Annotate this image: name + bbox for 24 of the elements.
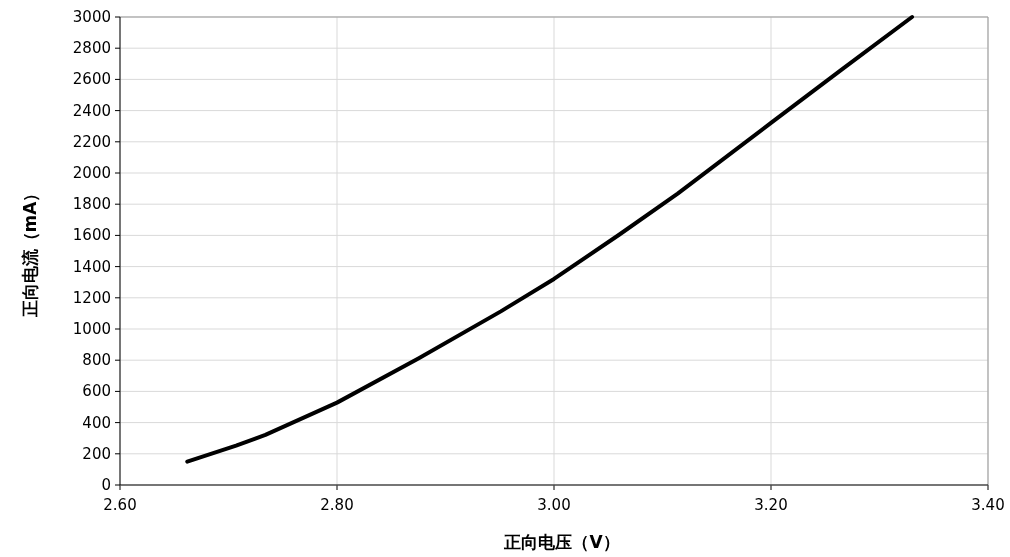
- y-tick-label: 1400: [72, 257, 111, 276]
- y-tick-label: 2000: [72, 164, 111, 182]
- x-tick-label: 3.40: [971, 496, 1005, 514]
- y-axis-title: 正向电流（mA）: [20, 184, 40, 319]
- x-axis-title: 正向电压（V）: [503, 532, 620, 552]
- y-tick-label: 600: [82, 382, 111, 401]
- x-tick-label: 3.00: [537, 496, 571, 514]
- y-tick-label: 1800: [72, 195, 111, 214]
- y-tick-label: 2800: [72, 39, 111, 58]
- y-tick-label: 1200: [72, 288, 111, 307]
- x-tick-label: 2.60: [103, 496, 137, 514]
- y-tick-label: 2400: [72, 101, 111, 120]
- x-tick-label: 2.80: [320, 496, 354, 514]
- y-tick-label: 1600: [72, 226, 111, 245]
- x-tick-label: 3.20: [754, 496, 788, 514]
- y-tick-label: 2600: [72, 70, 111, 89]
- y-tick-label: 3000: [72, 8, 111, 26]
- y-tick-label: 800: [82, 351, 111, 370]
- y-tick-label: 200: [82, 444, 111, 463]
- line-series: [185, 15, 915, 464]
- y-tick-label: 400: [82, 413, 111, 432]
- y-tick-label: 1000: [72, 320, 111, 338]
- y-tick-label: 2200: [72, 132, 111, 151]
- y-tick-label: 0: [101, 476, 111, 494]
